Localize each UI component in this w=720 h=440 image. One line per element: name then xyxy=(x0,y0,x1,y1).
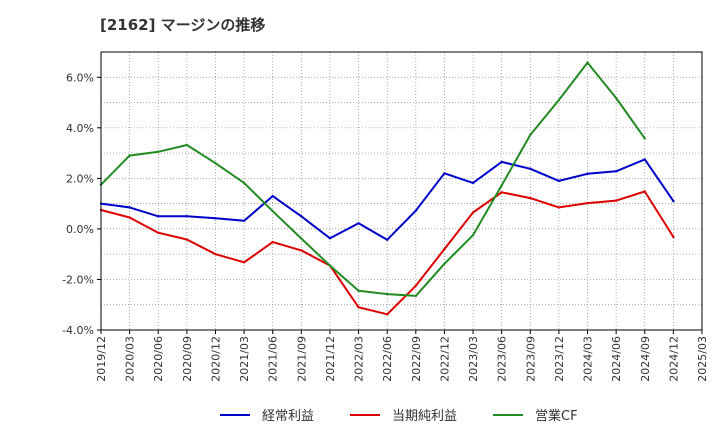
data-point xyxy=(128,206,131,209)
data-point xyxy=(357,289,360,293)
plot-frame xyxy=(100,51,703,331)
data-point xyxy=(672,235,675,239)
data-point xyxy=(385,292,389,296)
data-point xyxy=(185,238,189,241)
legend-layer: 経常利益 当期純利益 営業CF xyxy=(220,408,578,424)
legend-label: 営業CF xyxy=(535,408,578,424)
data-point xyxy=(242,219,246,223)
data-point xyxy=(157,150,160,154)
x-tick-label: 2023/03 xyxy=(467,336,480,382)
x-tick-label: 2020/12 xyxy=(209,336,222,382)
data-point xyxy=(128,216,131,219)
x-tick-label: 2022/03 xyxy=(353,336,366,382)
x-tick-label: 2020/06 xyxy=(152,336,165,382)
data-point xyxy=(157,215,160,218)
x-tick-label: 2021/06 xyxy=(267,336,280,382)
data-point xyxy=(328,264,332,267)
data-point xyxy=(242,181,246,185)
data-point xyxy=(500,160,503,164)
y-tick-label: -2.0% xyxy=(62,273,94,286)
data-point xyxy=(586,172,589,176)
chart-title: [2162] マージンの推移 xyxy=(100,16,266,34)
y-tick-label: 0.0% xyxy=(66,223,94,236)
data-point xyxy=(271,210,274,213)
data-point xyxy=(214,217,217,220)
data-point xyxy=(214,252,217,256)
data-point xyxy=(614,199,618,202)
data-point xyxy=(242,261,246,264)
data-point xyxy=(300,215,303,218)
data-point xyxy=(471,234,475,237)
x-tick-label: 2021/09 xyxy=(295,336,308,382)
data-point xyxy=(357,306,360,309)
x-tick-label: 2024/03 xyxy=(582,336,595,382)
data-point xyxy=(443,262,446,265)
data-point xyxy=(614,96,618,100)
data-point xyxy=(557,206,561,209)
data-point xyxy=(672,199,675,203)
data-point xyxy=(443,247,446,251)
data-point xyxy=(328,237,332,240)
data-point xyxy=(529,196,532,200)
data-point xyxy=(471,181,475,185)
data-point xyxy=(500,184,503,187)
data-point xyxy=(643,137,646,140)
data-point xyxy=(643,158,646,161)
data-point xyxy=(300,249,303,252)
x-tick-label: 2022/06 xyxy=(381,336,394,382)
data-point xyxy=(157,231,160,234)
series-layer xyxy=(99,61,675,316)
data-point xyxy=(529,133,532,137)
data-point xyxy=(471,211,475,214)
legend-label: 経常利益 xyxy=(262,409,314,424)
x-tick-label: 2024/06 xyxy=(610,336,623,382)
x-tick-label: 2023/09 xyxy=(524,336,537,382)
x-tick-label: 2019/12 xyxy=(95,336,108,382)
y-tick-label: 6.0% xyxy=(66,71,94,84)
legend-label: 当期純利益 xyxy=(392,409,457,424)
data-point xyxy=(529,167,532,170)
data-point xyxy=(271,194,274,198)
data-point xyxy=(357,222,360,225)
series-line xyxy=(100,61,646,297)
data-point xyxy=(643,190,646,193)
data-point xyxy=(185,143,189,147)
data-point xyxy=(300,237,303,240)
data-point xyxy=(385,313,389,316)
data-point xyxy=(500,191,503,194)
data-point xyxy=(414,284,418,287)
x-tick-label: 2020/09 xyxy=(181,336,194,382)
axis-layer: 6.0% 4.0% 2.0% 0.0% -2.0% -4.0%2019/12 2020/03… xyxy=(62,51,709,382)
data-point xyxy=(586,201,589,205)
x-tick-label: 2025/03 xyxy=(696,336,709,382)
data-point xyxy=(214,162,217,165)
data-point xyxy=(271,240,274,244)
y-tick-label: -4.0% xyxy=(62,324,94,337)
x-tick-label: 2023/06 xyxy=(496,336,509,382)
data-point xyxy=(185,215,189,218)
plot-background xyxy=(101,52,702,330)
x-tick-label: 2022/09 xyxy=(410,336,423,382)
data-point xyxy=(443,172,446,175)
data-point xyxy=(128,154,131,157)
data-point xyxy=(385,238,389,241)
y-tick-label: 2.0% xyxy=(66,172,94,185)
x-tick-label: 2024/12 xyxy=(667,336,680,382)
y-tick-label: 4.0% xyxy=(66,122,94,135)
x-tick-label: 2022/12 xyxy=(438,336,451,382)
x-tick-label: 2020/03 xyxy=(124,336,137,382)
x-tick-label: 2021/12 xyxy=(324,336,337,382)
data-point xyxy=(586,61,589,64)
x-tick-label: 2024/09 xyxy=(639,336,652,382)
x-tick-label: 2023/12 xyxy=(553,336,566,382)
data-point xyxy=(557,179,561,183)
data-point xyxy=(557,98,561,102)
x-tick-label: 2021/03 xyxy=(238,336,251,382)
data-point xyxy=(414,209,418,212)
data-point xyxy=(614,170,618,173)
data-point xyxy=(414,294,418,298)
